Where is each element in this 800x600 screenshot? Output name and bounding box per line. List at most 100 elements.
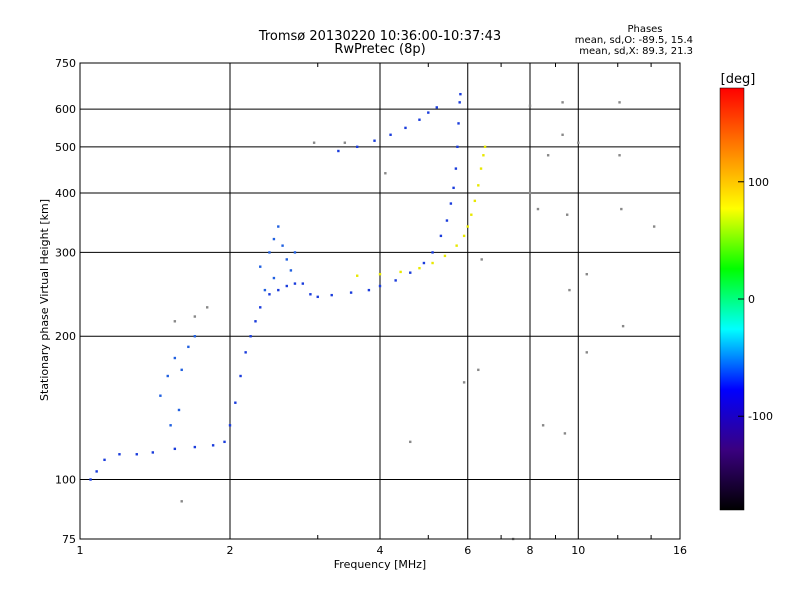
data-point (473, 199, 477, 203)
data-point (561, 133, 564, 136)
data-point (169, 424, 172, 427)
data-point (456, 145, 459, 149)
x-tick-label: 2 (227, 544, 234, 557)
data-point (89, 478, 92, 481)
data-point (193, 445, 197, 449)
data-point (435, 106, 438, 109)
data-point (367, 288, 371, 292)
stats-x-mode: mean, sd,X: 89.3, 21.3 (579, 46, 693, 57)
data-point (159, 394, 162, 397)
data-point (187, 345, 190, 349)
data-point (234, 401, 237, 404)
data-point (418, 266, 421, 270)
data-point (409, 271, 412, 274)
data-point (309, 293, 312, 296)
axis-ticks: 1 2 4 6 8 10 16 75 100 200 300 400 500 600 750 (55, 57, 687, 557)
data-point (316, 295, 319, 299)
data-point (404, 126, 407, 130)
data-point (470, 213, 473, 216)
data-point (409, 440, 412, 444)
data-point (620, 207, 623, 211)
data-point (254, 320, 257, 323)
data-point (455, 244, 458, 247)
data-point (477, 368, 480, 372)
data-point (343, 141, 347, 144)
x-tick-label: 1 (77, 544, 84, 557)
data-point (452, 186, 455, 190)
data-point (205, 306, 209, 309)
data-point (277, 225, 280, 228)
data-point (454, 167, 458, 170)
y-tick-label: 300 (55, 246, 76, 259)
data-point (272, 276, 276, 280)
colorbar-tick-label: 100 (748, 176, 769, 189)
data-point (389, 133, 392, 136)
x-axis-label: Frequency [MHz] (334, 558, 426, 571)
x-tick-label: 16 (673, 544, 687, 557)
data-point (541, 424, 545, 427)
x-tick-label: 4 (377, 544, 384, 557)
data-point (466, 225, 469, 228)
y-tick-label: 200 (55, 330, 76, 343)
data-point (568, 288, 571, 292)
data-point (103, 458, 106, 462)
data-point (135, 453, 138, 456)
data-point (355, 274, 359, 277)
data-point (259, 265, 262, 268)
data-point (459, 92, 462, 96)
data-point (585, 351, 588, 354)
grid-lines (80, 63, 680, 539)
data-point (180, 368, 183, 372)
data-point (239, 374, 242, 378)
data-point (480, 258, 483, 261)
data-point (330, 293, 333, 297)
chart-title: Tromsø 20130220 10:36:00-10:37:43 (258, 29, 501, 44)
data-point (223, 440, 226, 444)
colorbar-tick-label: 0 (748, 293, 755, 306)
data-point (285, 258, 288, 261)
data-point (95, 470, 98, 473)
y-tick-label: 600 (55, 103, 76, 116)
data-point (536, 207, 540, 211)
data-point (281, 244, 284, 247)
data-point (211, 444, 215, 447)
data-point (431, 251, 434, 254)
data-point (166, 374, 169, 378)
plot-frame (79, 62, 681, 540)
data-point (621, 324, 625, 328)
data-point (439, 234, 443, 238)
colorbar-tick-label: -100 (748, 410, 773, 423)
stats-o-mode: mean, sd,O: -89.5, 15.4 (575, 35, 693, 46)
data-point (337, 149, 340, 153)
data-point (277, 288, 280, 292)
data-point (384, 172, 387, 175)
chart-subtitle: RwPretec (8p) (334, 42, 425, 57)
y-tick-label: 400 (55, 187, 76, 200)
data-point (546, 154, 550, 157)
colorbar-ticks: 100 0 -100 (738, 176, 773, 423)
data-points (89, 92, 656, 541)
data-point (177, 408, 181, 412)
data-point (563, 432, 567, 435)
data-point (355, 145, 359, 149)
data-point (193, 315, 197, 318)
data-point (418, 118, 421, 121)
data-point (528, 191, 532, 195)
data-point (378, 273, 382, 276)
data-point (483, 145, 487, 149)
data-point (272, 237, 276, 241)
data-point (462, 234, 466, 238)
data-point (422, 261, 426, 265)
data-point (373, 139, 376, 142)
x-tick-label: 10 (571, 544, 585, 557)
data-point (312, 141, 316, 144)
data-point (173, 356, 177, 360)
y-tick-label: 500 (55, 141, 76, 154)
data-point (289, 269, 293, 272)
data-point (173, 447, 177, 451)
data-point (268, 293, 271, 296)
data-point (378, 284, 382, 288)
data-point (193, 335, 197, 338)
data-point (259, 306, 262, 309)
data-point (268, 251, 271, 254)
